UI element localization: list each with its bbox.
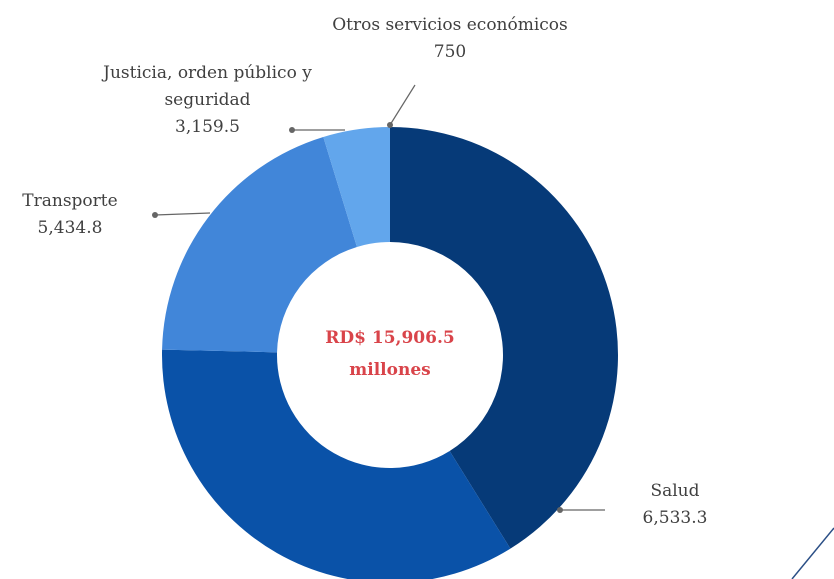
category-label: Transporte: [22, 191, 118, 211]
category-label: Otros servicios económicos: [332, 15, 568, 35]
leader-dot: [289, 127, 295, 133]
category-label: Salud: [650, 481, 700, 501]
value-label: 3,159.5: [175, 117, 240, 137]
center-label: RD$ 15,906.5 millones: [325, 328, 455, 380]
decoration: [791, 527, 834, 579]
leader-dot: [152, 212, 158, 218]
donut-segment: [162, 349, 511, 579]
segment-label: Otros servicios económicos 750: [290, 12, 610, 66]
category-label: Justicia, orden público y seguridad: [103, 63, 312, 110]
donut-segment: [390, 127, 619, 549]
leader-line: [389, 84, 416, 126]
donut-segment: [323, 127, 390, 247]
segment-label: Transporte 5,434.8: [0, 188, 140, 242]
value-label: 6,533.3: [642, 508, 708, 528]
segment-label: Justicia, orden público y seguridad 3,159…: [100, 60, 315, 141]
value-label: 5,434.8: [37, 218, 103, 238]
segment-label: Salud 6,533.3: [600, 478, 750, 532]
leader-dot: [387, 122, 393, 128]
donut-segment: [162, 136, 357, 353]
leader-dot: [557, 507, 563, 513]
leader-line: [154, 212, 211, 216]
value-label: 750: [433, 42, 467, 62]
